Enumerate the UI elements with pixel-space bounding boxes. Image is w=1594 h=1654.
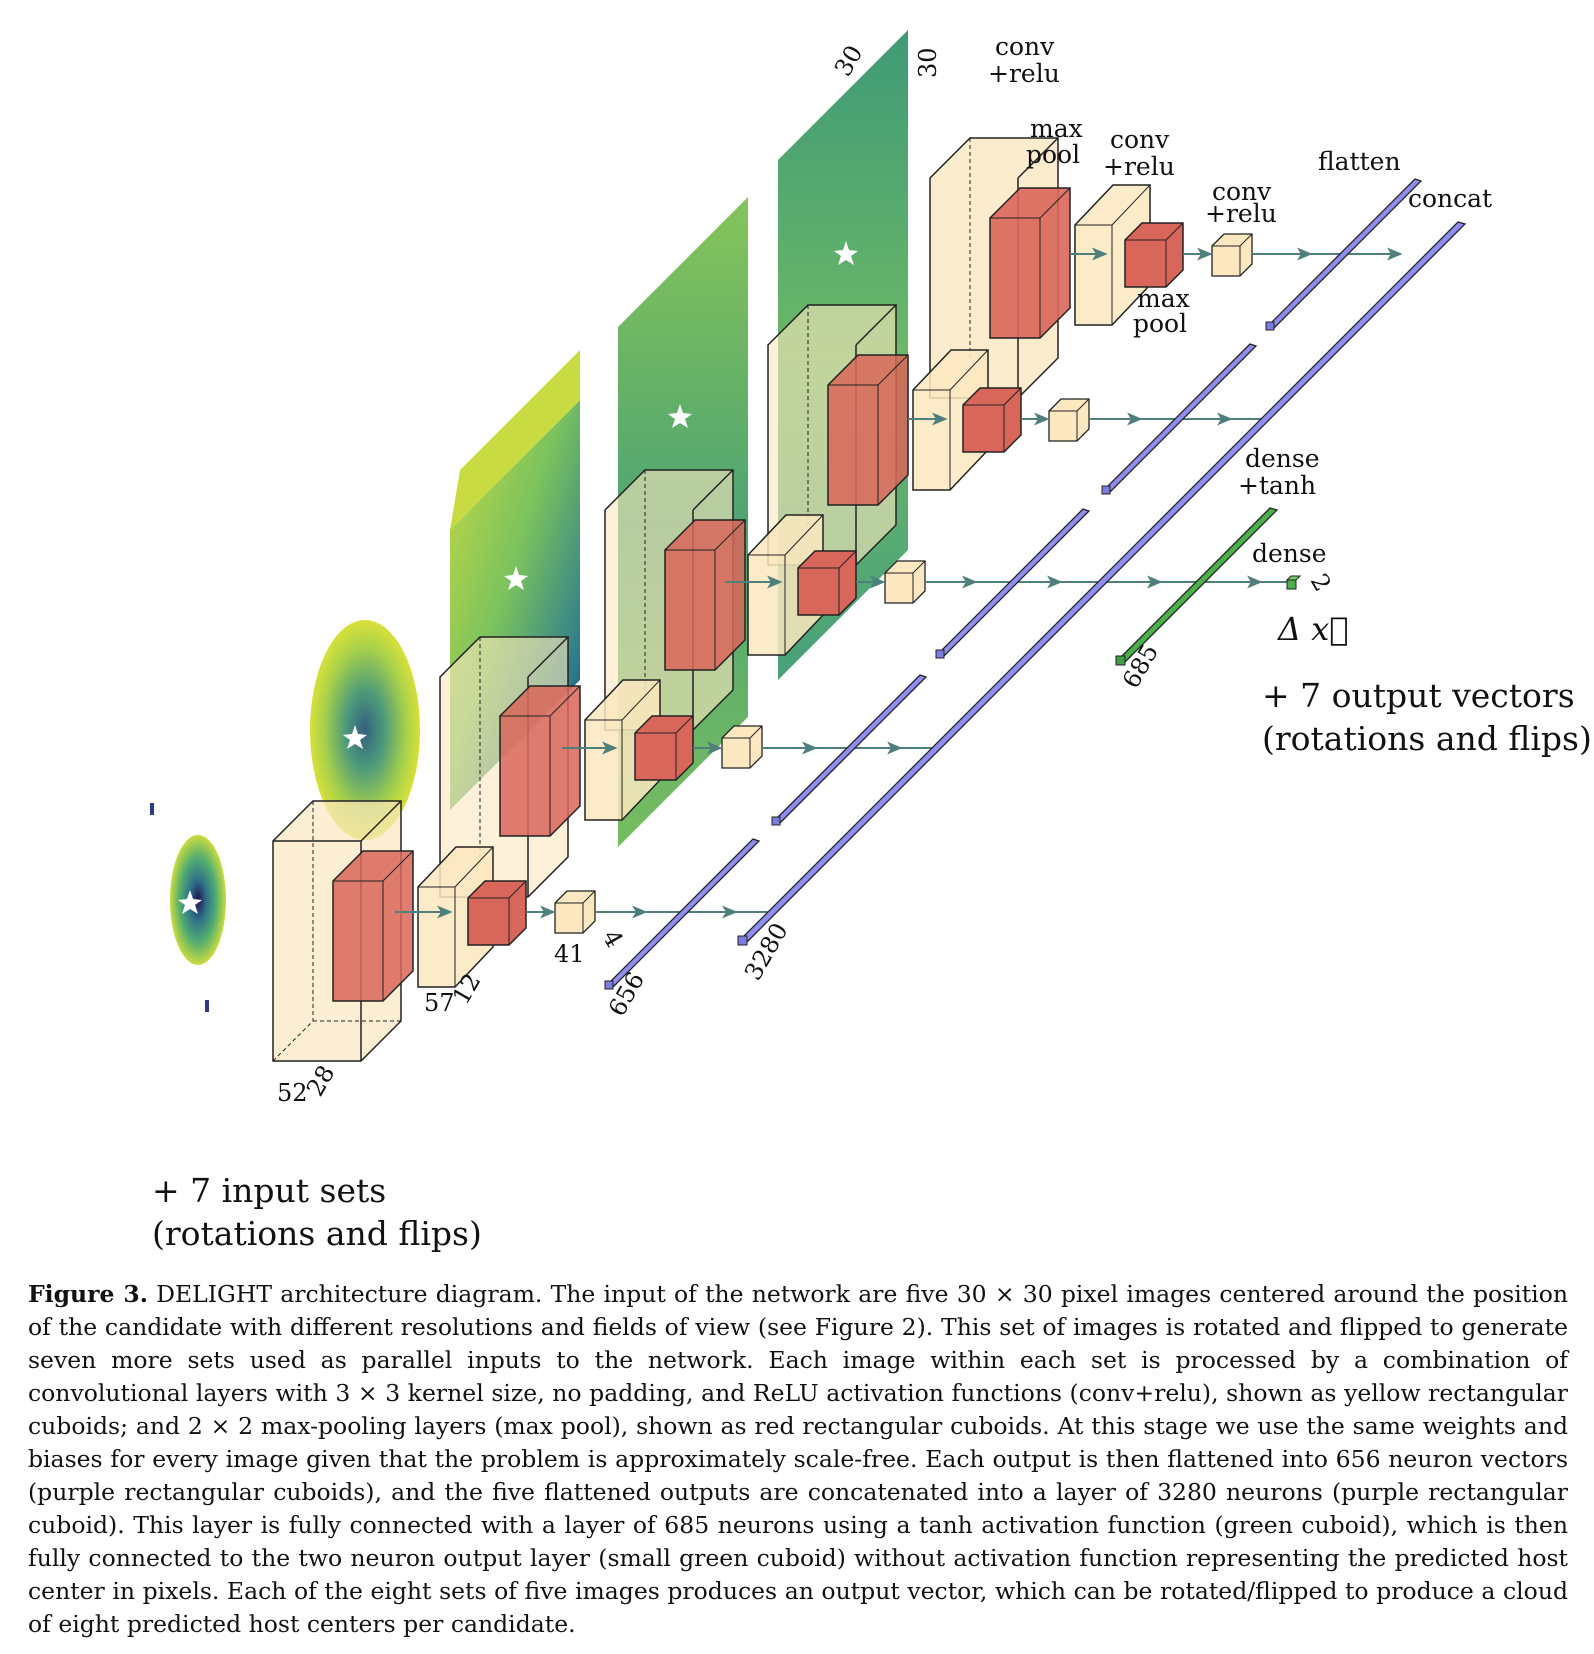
dense-label: dense (1252, 539, 1327, 568)
pool-cuboid (989, 187, 1071, 339)
dim-concat: 3280 (739, 918, 794, 985)
dense-tanh-bar (1116, 507, 1279, 663)
inputs-note-line1: + 7 input sets (152, 1171, 386, 1210)
outputs-note-line2: (rotations and flips) (1262, 719, 1592, 758)
architecture-diagram: conv +relu max pool conv +relu conv +rel… (150, 30, 1592, 1253)
max-pool-label-2: max (1137, 284, 1190, 313)
layer-labels: conv +relu max pool conv +relu conv +rel… (988, 32, 1492, 568)
pool-cuboid (797, 550, 857, 616)
star-icon (178, 890, 202, 914)
conv-relu-label-1b: +relu (988, 59, 1060, 88)
star-icon (668, 404, 692, 428)
stream-5 (929, 137, 1423, 399)
stream-1 (272, 800, 770, 1062)
dim-conv2-d: 4 (597, 925, 629, 952)
stream-2 (439, 636, 935, 898)
dense-tanh-bar-end (1115, 655, 1126, 666)
conv-relu-label-1: conv (995, 32, 1055, 61)
conv-relu-label-2: conv (1110, 125, 1170, 154)
figure-caption: Figure 3. DELIGHT architecture diagram. … (28, 1278, 1568, 1641)
dim-input-h: 30 (829, 41, 869, 81)
pool-cuboid (467, 880, 527, 946)
conv-relu-label-3: conv (1212, 177, 1272, 206)
max-pool-label-1: max (1030, 114, 1083, 143)
dim-flatten: 656 (603, 967, 650, 1021)
dim-conv2-h: 41 (554, 940, 585, 968)
pool-cuboid (634, 715, 694, 781)
conv-relu-label-3b: +relu (1205, 199, 1277, 228)
dim-conv1-h: 52 (277, 1079, 308, 1107)
dim-pool1-h: 57 (424, 989, 455, 1017)
dim-dense-out: 2 (1305, 569, 1337, 596)
pool-cuboid (962, 387, 1022, 453)
flatten-label: flatten (1318, 147, 1401, 176)
input-map-2 (310, 620, 420, 840)
output-symbol: Δ x⃗ (1276, 610, 1349, 648)
caption-text: DELIGHT architecture diagram. The input … (28, 1280, 1568, 1638)
outputs-note-line1: + 7 output vectors (1262, 676, 1575, 715)
star-icon (343, 725, 367, 749)
star-icon (504, 566, 528, 590)
figure-label: Figure 3. (28, 1280, 148, 1308)
pool-cuboid (332, 850, 414, 1002)
stream-4 (767, 304, 1268, 566)
concat-label: concat (1408, 184, 1492, 213)
dense-tanh-label: dense (1245, 444, 1320, 473)
dense-tanh-label-b: +tanh (1238, 471, 1316, 500)
conv-relu-label-2b: +relu (1103, 152, 1175, 181)
concat-bar-end (737, 935, 748, 946)
pool-cuboid (827, 354, 909, 506)
dim-input-w: 30 (914, 47, 942, 78)
pool-cuboid (1124, 222, 1184, 288)
dense-output-cube (1285, 575, 1302, 590)
inputs-note-line2: (rotations and flips) (152, 1214, 482, 1253)
annotations: + 7 input sets (rotations and flips) + 7… (152, 676, 1592, 1253)
candidate-star-icons (178, 241, 858, 914)
stream-3 (604, 469, 1290, 731)
pool-cuboid (664, 519, 746, 671)
max-pool-label-2b: pool (1133, 309, 1187, 338)
pool-cuboid (499, 685, 581, 837)
star-icon (834, 241, 858, 265)
max-pool-label-1b: pool (1026, 140, 1080, 169)
dim-dense-tanh: 685 (1117, 639, 1164, 693)
